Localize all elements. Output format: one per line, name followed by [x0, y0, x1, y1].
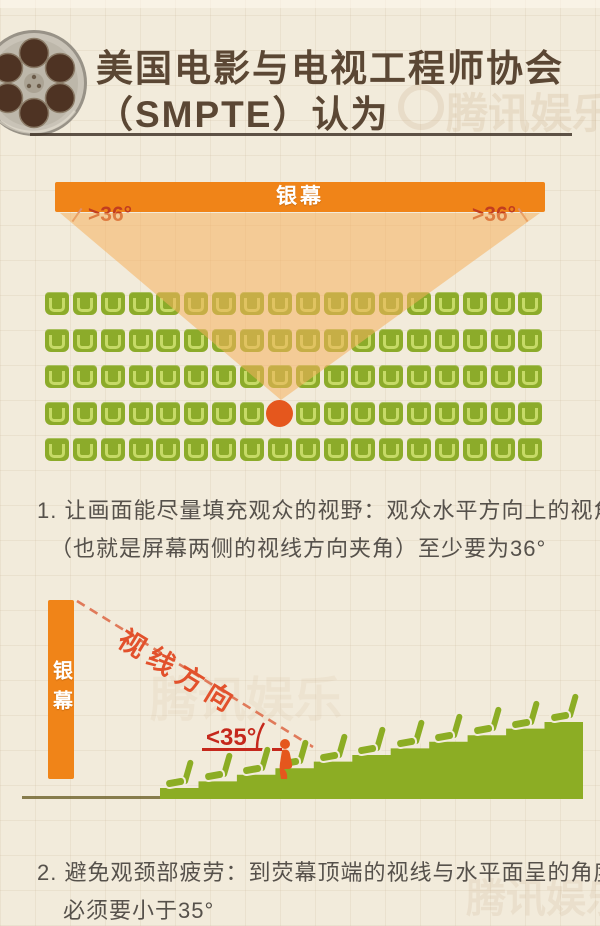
page-title-line1: 美国电影与电视工程师协会: [96, 48, 564, 89]
angle-label-35: <35°: [206, 724, 257, 751]
screen-label: 银幕: [276, 185, 324, 208]
viewer-figure: [279, 739, 293, 779]
watermark-logo-circle: [398, 84, 444, 130]
angle-baseline: [202, 748, 282, 751]
caption-1-line-1: 1. 让画面能尽量填充观众的视野：观众水平方向上的视角: [37, 498, 600, 523]
film-reel-icon: [0, 30, 87, 136]
screen-bar: 银幕: [55, 182, 545, 212]
screen-bar-side: 银幕: [48, 600, 74, 779]
screen-side-label: 银幕: [49, 659, 72, 720]
caption-2-line-1: 2. 避免观颈部疲劳：到荧幕顶端的视线与水平面呈的角度: [37, 860, 600, 885]
title-underline: [30, 133, 572, 136]
page-title-line2: （SMPTE）认为: [96, 94, 390, 135]
caption-2-line-2: 必须要小于35°: [63, 898, 215, 923]
caption-1-line-2: （也就是屏幕两侧的视线方向夹角）至少要为36°: [50, 536, 547, 561]
